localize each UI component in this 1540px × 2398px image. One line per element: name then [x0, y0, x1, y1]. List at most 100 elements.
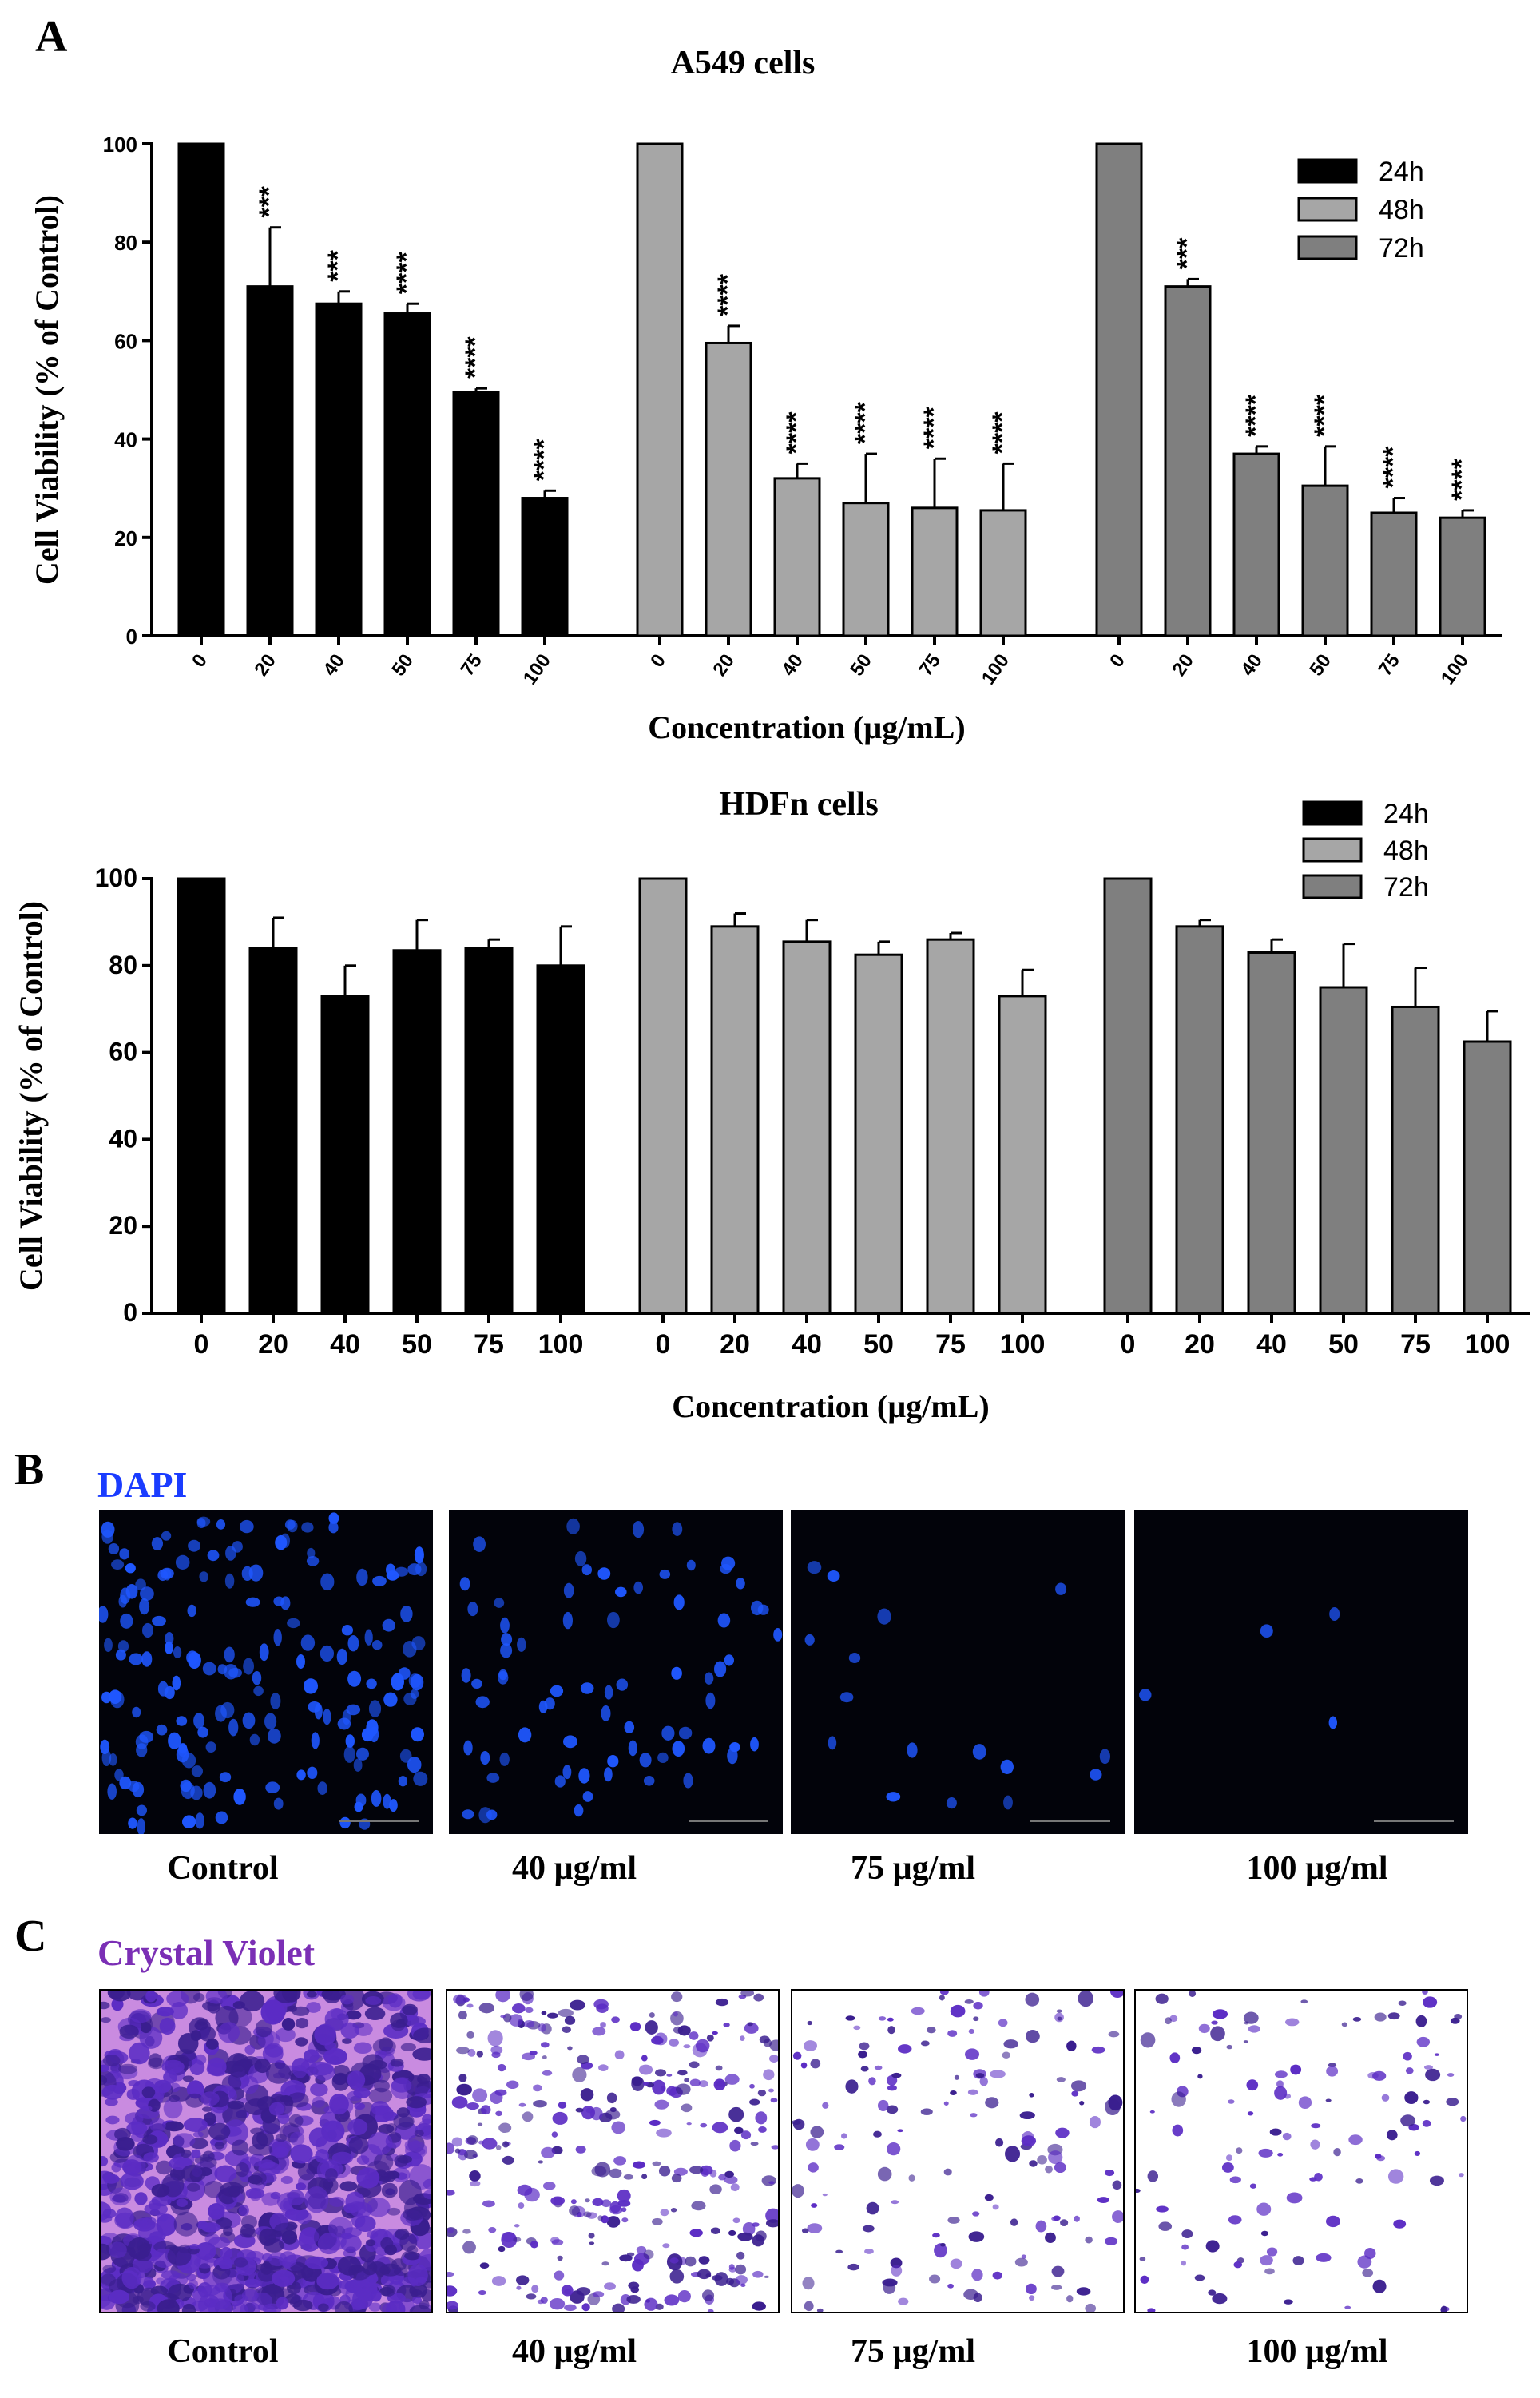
nucleus [473, 1536, 486, 1552]
nucleus [462, 1809, 474, 1820]
stained-cell [533, 2084, 542, 2092]
stained-cell [552, 2111, 568, 2125]
stained-cell [1450, 2017, 1460, 2024]
stained-cell [368, 2302, 382, 2312]
stained-cell [1416, 2036, 1431, 2047]
significance-label: **** [1447, 458, 1477, 501]
stained-cell [866, 2201, 879, 2215]
stained-cell [1169, 2052, 1181, 2063]
stained-cell [768, 2088, 774, 2093]
stained-cell [254, 2059, 271, 2074]
nucleus [161, 1531, 172, 1541]
nucleus [141, 1651, 153, 1667]
stained-cell [1249, 2183, 1257, 2189]
stained-cell [660, 2209, 669, 2217]
legend-label-48h: 48h [1383, 836, 1429, 866]
x-axis-label: Concentration (µg/mL) [648, 709, 965, 745]
stained-cell [523, 2020, 535, 2028]
stained-cell [451, 2096, 468, 2109]
nucleus [353, 1758, 363, 1772]
bar-72h-100 [1439, 516, 1486, 637]
stained-cell [1248, 2025, 1260, 2033]
stained-cell [498, 2245, 506, 2253]
nucleus [219, 1772, 232, 1783]
stained-cell [163, 2098, 183, 2119]
nucleus [471, 1678, 482, 1689]
stained-cell [1172, 2124, 1184, 2137]
stained-cell [1156, 2205, 1169, 2213]
stained-cell [864, 2248, 874, 2254]
x-tick-label: 40 [1236, 650, 1266, 680]
stained-cell [1109, 1991, 1123, 1999]
stained-cell [102, 2208, 117, 2219]
stained-cell [670, 2207, 677, 2213]
stained-cell [1191, 2047, 1202, 2055]
nucleus [119, 1548, 130, 1560]
y-axis-label: Cell Viability (% of Control) [13, 901, 49, 1291]
stained-cell [522, 2111, 534, 2122]
legend-label-24h: 24h [1383, 799, 1429, 829]
stained-cell [149, 2231, 166, 2241]
bar-48h-100 [998, 995, 1047, 1315]
nucleus [729, 1742, 740, 1753]
stained-cell [1210, 2026, 1225, 2042]
stained-cell [120, 2172, 144, 2190]
stained-cell [898, 2044, 912, 2054]
nucleus [574, 1804, 584, 1817]
nucleus [104, 1638, 113, 1652]
stained-cell [897, 2129, 903, 2133]
nucleus [120, 1613, 133, 1629]
x-axis-label: Concentration (µg/mL) [672, 1388, 989, 1424]
nucleus [478, 1807, 492, 1824]
stained-cell [502, 2155, 514, 2165]
stained-cell [878, 2016, 887, 2021]
stained-cell [235, 2162, 249, 2178]
stained-cell [685, 2256, 697, 2267]
nucleus [364, 1629, 373, 1646]
bar-24h-20 [248, 947, 298, 1315]
stained-cell [373, 2153, 394, 2172]
nucleus [336, 1648, 347, 1665]
stained-cell [502, 2013, 512, 2023]
nucleus [253, 1685, 264, 1697]
stained-cell [181, 2164, 206, 2182]
dapi-image-75 [791, 1510, 1125, 1834]
nucleus [181, 1781, 195, 1800]
x-tick-label: 75 [935, 1329, 966, 1360]
bar-24h-40 [320, 995, 370, 1315]
stained-cell [531, 2285, 539, 2293]
stained-cell [702, 2289, 715, 2301]
y-tick-label: 0 [123, 1298, 137, 1327]
stained-cell [873, 2130, 882, 2138]
stained-cell [645, 2020, 658, 2035]
nucleus [280, 1533, 290, 1548]
stained-cell [462, 2241, 476, 2254]
stained-cell [324, 2168, 338, 2182]
nucleus [197, 1726, 208, 1738]
x-tick-label: 50 [387, 650, 417, 680]
stained-cell [1422, 1991, 1428, 1995]
nucleus [383, 1692, 398, 1707]
stained-cell [447, 2301, 459, 2310]
stained-cell [656, 2128, 672, 2138]
stained-cell [1037, 2155, 1047, 2165]
stained-cell [1019, 2111, 1035, 2119]
stained-cell [950, 2258, 963, 2269]
stained-cell [134, 2192, 148, 2205]
stained-cell [466, 2031, 474, 2039]
x-tick-label: 100 [1437, 650, 1473, 689]
stained-cell [713, 2078, 726, 2091]
stained-cell [201, 2106, 212, 2112]
nucleus [140, 1586, 154, 1601]
legend-label-72h: 72h [1383, 872, 1429, 903]
stained-cell [128, 2079, 141, 2087]
stained-cell [1290, 2064, 1302, 2075]
x-tick-label: 100 [519, 650, 555, 689]
stained-cell [347, 2090, 363, 2102]
stained-cell [371, 2101, 390, 2116]
nucleus [1090, 1769, 1102, 1781]
stained-cell [700, 2122, 708, 2128]
stained-cell [404, 2015, 426, 2027]
stained-cell [567, 2046, 573, 2051]
stained-cell [155, 2160, 173, 2175]
